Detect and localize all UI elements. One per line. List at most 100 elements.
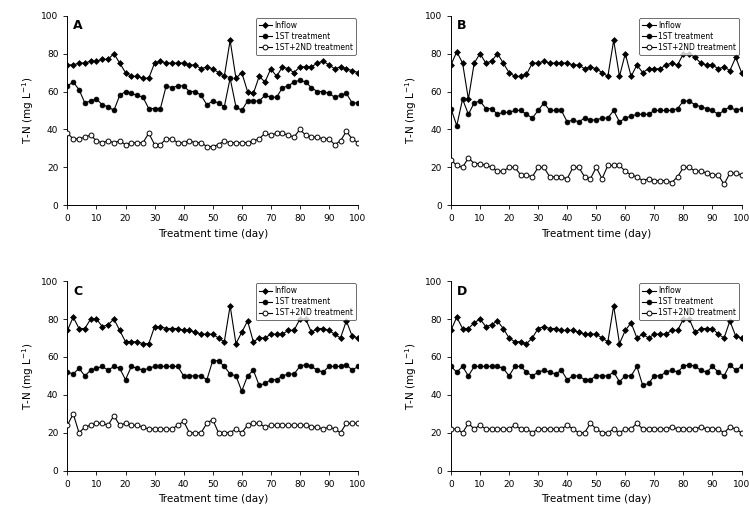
Inflow [156,323,165,330]
Y-axis label: T-N (mg L$^{-1}$): T-N (mg L$^{-1}$) [19,342,35,410]
Inflow [354,70,363,76]
Inflow [284,66,293,72]
1ST+2ND treatment [63,422,72,428]
1ST+2ND treatment [464,155,473,161]
Inflow [127,339,136,345]
Inflow [650,66,659,72]
1ST+2ND treatment [737,172,746,178]
1ST treatment [731,107,740,113]
1ST+2ND treatment [261,130,270,137]
1ST treatment [446,363,455,370]
1ST+2ND treatment [267,422,276,428]
Inflow [156,58,165,64]
Text: D: D [457,285,467,298]
Line: 1ST treatment: 1ST treatment [65,76,360,113]
Line: 1ST+2ND treatment: 1ST+2ND treatment [65,412,360,435]
1ST treatment [63,369,72,376]
1ST+2ND treatment [295,127,304,133]
Line: Inflow: Inflow [65,304,360,346]
X-axis label: Treatment time (day): Treatment time (day) [157,229,268,239]
Line: 1ST+2ND treatment: 1ST+2ND treatment [449,421,744,435]
1ST treatment [354,363,363,370]
1ST treatment [551,107,560,113]
1ST treatment [63,83,72,89]
1ST treatment [284,371,293,377]
1ST+2ND treatment [731,426,740,432]
Inflow [737,335,746,341]
1ST treatment [348,100,357,106]
1ST treatment [109,107,118,113]
1ST+2ND treatment [516,172,525,178]
1ST treatment [150,363,159,370]
Legend: Inflow, 1ST treatment, 1ST+2ND treatment: Inflow, 1ST treatment, 1ST+2ND treatment [255,283,356,320]
1ST+2ND treatment [661,177,670,184]
1ST treatment [737,106,746,112]
1ST treatment [267,377,276,383]
1ST treatment [638,382,647,389]
1ST+2ND treatment [464,420,473,426]
Inflow [63,327,72,334]
1ST+2ND treatment [354,140,363,146]
1ST treatment [522,111,531,118]
1ST+2ND treatment [69,411,78,417]
1ST treatment [267,94,276,100]
Inflow [650,331,659,337]
Inflow [510,339,519,345]
Inflow [731,54,740,61]
1ST treatment [533,369,542,376]
Inflow [225,37,234,43]
Inflow [354,335,363,341]
Y-axis label: T-N (mg L$^{-1}$): T-N (mg L$^{-1}$) [403,77,419,144]
1ST+2ND treatment [63,130,72,137]
Legend: Inflow, 1ST treatment, 1ST+2ND treatment: Inflow, 1ST treatment, 1ST+2ND treatment [639,18,739,55]
Inflow [127,73,136,79]
1ST treatment [133,92,142,98]
1ST treatment [127,363,136,370]
1ST treatment [685,361,694,368]
1ST+2ND treatment [650,426,659,432]
Inflow [267,66,276,72]
Inflow [667,327,676,334]
Inflow [225,303,234,309]
1ST+2ND treatment [348,136,357,142]
1ST treatment [667,107,676,113]
1ST+2ND treatment [551,426,560,432]
1ST+2ND treatment [731,170,740,176]
1ST treatment [237,388,246,394]
Inflow [545,325,554,332]
1ST+2ND treatment [156,142,165,148]
Inflow [667,60,676,66]
Inflow [609,37,618,43]
Line: Inflow: Inflow [65,38,360,96]
Y-axis label: T-N (mg L$^{-1}$): T-N (mg L$^{-1}$) [403,342,419,410]
1ST+2ND treatment [458,429,467,436]
1ST+2ND treatment [446,157,455,163]
1ST+2ND treatment [545,174,554,180]
1ST+2ND treatment [284,422,293,428]
1ST+2ND treatment [720,181,729,188]
1ST+2ND treatment [348,420,357,426]
1ST+2ND treatment [75,429,84,436]
Inflow [731,333,740,339]
1ST treatment [348,367,357,373]
Inflow [267,331,276,337]
Legend: Inflow, 1ST treatment, 1ST+2ND treatment: Inflow, 1ST treatment, 1ST+2ND treatment [255,18,356,55]
1ST treatment [458,96,467,103]
Inflow [284,327,293,334]
Text: B: B [457,19,467,32]
1ST treatment [354,100,363,106]
Inflow [464,96,473,103]
1ST+2ND treatment [539,164,548,170]
1ST+2ND treatment [278,130,287,137]
Inflow [539,58,548,64]
1ST treatment [650,107,659,113]
Inflow [516,73,525,79]
Inflow [539,323,548,330]
1ST treatment [731,367,740,373]
1ST+2ND treatment [737,429,746,436]
1ST treatment [208,358,217,364]
Inflow [446,62,455,68]
1ST+2ND treatment [202,143,211,150]
1ST treatment [225,75,234,82]
1ST+2ND treatment [354,420,363,426]
